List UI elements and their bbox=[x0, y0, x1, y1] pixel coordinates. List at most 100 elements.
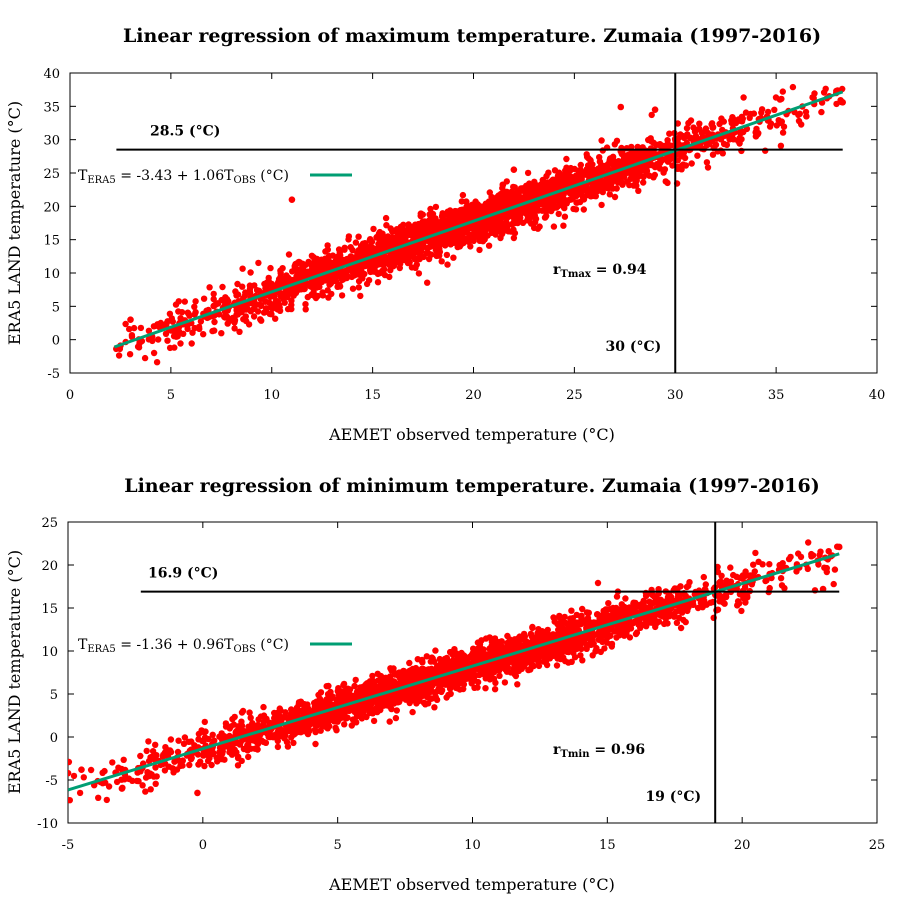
data-point bbox=[324, 259, 331, 266]
data-point bbox=[128, 332, 136, 339]
y-tick-label: 15 bbox=[43, 234, 60, 249]
data-point bbox=[347, 244, 354, 251]
data-point bbox=[326, 281, 333, 288]
data-point bbox=[290, 739, 297, 747]
data-point bbox=[450, 217, 457, 224]
data-point bbox=[550, 614, 557, 621]
data-point bbox=[738, 147, 745, 155]
data-point bbox=[542, 181, 550, 189]
data-point bbox=[267, 264, 274, 272]
data-point bbox=[181, 298, 188, 305]
data-point bbox=[314, 292, 321, 300]
data-point bbox=[699, 604, 706, 611]
data-point bbox=[601, 645, 608, 652]
y-tick-label: 25 bbox=[41, 516, 58, 531]
data-point bbox=[491, 635, 499, 642]
data-point bbox=[433, 223, 441, 230]
chart1-title: Linear regression of maximum temperature… bbox=[123, 25, 821, 47]
data-point bbox=[416, 254, 423, 261]
data-point bbox=[528, 220, 535, 227]
data-point bbox=[353, 719, 360, 726]
data-point bbox=[229, 715, 236, 723]
data-point bbox=[153, 359, 161, 366]
data-point bbox=[580, 206, 587, 213]
data-point bbox=[707, 599, 714, 606]
data-point bbox=[635, 187, 642, 194]
data-point bbox=[510, 166, 518, 173]
data-point bbox=[553, 662, 561, 669]
data-point bbox=[231, 740, 239, 747]
data-point bbox=[214, 755, 221, 762]
data-point bbox=[610, 175, 618, 183]
data-point bbox=[393, 707, 400, 714]
chart2-title: Linear regression of minimum temperature… bbox=[124, 475, 820, 497]
data-point bbox=[276, 307, 284, 314]
data-point bbox=[553, 180, 560, 188]
x-tick-label: 5 bbox=[334, 838, 342, 853]
data-point bbox=[139, 782, 146, 789]
data-point bbox=[563, 164, 570, 171]
data-point bbox=[471, 677, 478, 684]
data-point bbox=[247, 269, 254, 276]
data-point bbox=[719, 150, 726, 157]
data-point bbox=[697, 142, 704, 149]
x-tick-label: 25 bbox=[566, 388, 583, 403]
data-point bbox=[563, 155, 570, 163]
data-point bbox=[274, 280, 282, 287]
data-point bbox=[626, 634, 634, 641]
data-point bbox=[211, 327, 218, 334]
data-point bbox=[598, 201, 605, 209]
data-point bbox=[230, 721, 238, 728]
data-point bbox=[379, 236, 386, 243]
data-point bbox=[425, 255, 433, 263]
y-tick-label: 25 bbox=[43, 167, 60, 182]
data-point bbox=[504, 643, 511, 650]
data-point bbox=[752, 549, 759, 557]
data-point bbox=[197, 318, 205, 325]
data-point bbox=[236, 328, 243, 335]
data-point bbox=[696, 120, 703, 127]
data-point bbox=[683, 125, 691, 132]
data-point bbox=[200, 331, 207, 338]
data-point bbox=[437, 666, 444, 673]
data-point bbox=[155, 336, 162, 343]
data-point bbox=[401, 256, 408, 264]
data-point bbox=[265, 274, 272, 282]
data-point bbox=[494, 227, 501, 235]
data-point bbox=[80, 774, 88, 781]
data-point bbox=[510, 226, 517, 233]
data-point bbox=[766, 584, 773, 592]
data-point bbox=[640, 173, 647, 181]
data-point bbox=[730, 571, 737, 579]
x-tick-label: 15 bbox=[599, 838, 616, 853]
data-point bbox=[556, 612, 563, 620]
data-point bbox=[122, 320, 129, 328]
y-tick-label: 10 bbox=[41, 645, 58, 660]
data-point bbox=[597, 617, 605, 625]
x-tick-label: 20 bbox=[465, 388, 482, 403]
data-point bbox=[234, 754, 242, 762]
correlation-label: rTmax = 0.94 bbox=[553, 262, 647, 280]
data-point bbox=[467, 243, 474, 250]
data-point bbox=[332, 278, 340, 285]
data-point bbox=[357, 271, 364, 278]
data-point bbox=[393, 226, 401, 233]
data-point bbox=[379, 677, 386, 684]
data-point bbox=[300, 266, 307, 274]
data-point bbox=[528, 631, 535, 639]
x-tick-label: 15 bbox=[364, 388, 381, 403]
data-point bbox=[493, 222, 500, 230]
data-point bbox=[577, 161, 584, 169]
data-point bbox=[319, 292, 327, 299]
data-point bbox=[133, 777, 141, 785]
data-point bbox=[355, 233, 362, 240]
data-point bbox=[302, 301, 309, 308]
data-point bbox=[640, 597, 647, 604]
data-point bbox=[381, 266, 388, 273]
data-point bbox=[245, 740, 252, 748]
data-point bbox=[376, 228, 383, 236]
data-point bbox=[560, 191, 567, 198]
data-point bbox=[809, 94, 816, 101]
data-point bbox=[232, 288, 239, 295]
data-point bbox=[200, 295, 208, 302]
